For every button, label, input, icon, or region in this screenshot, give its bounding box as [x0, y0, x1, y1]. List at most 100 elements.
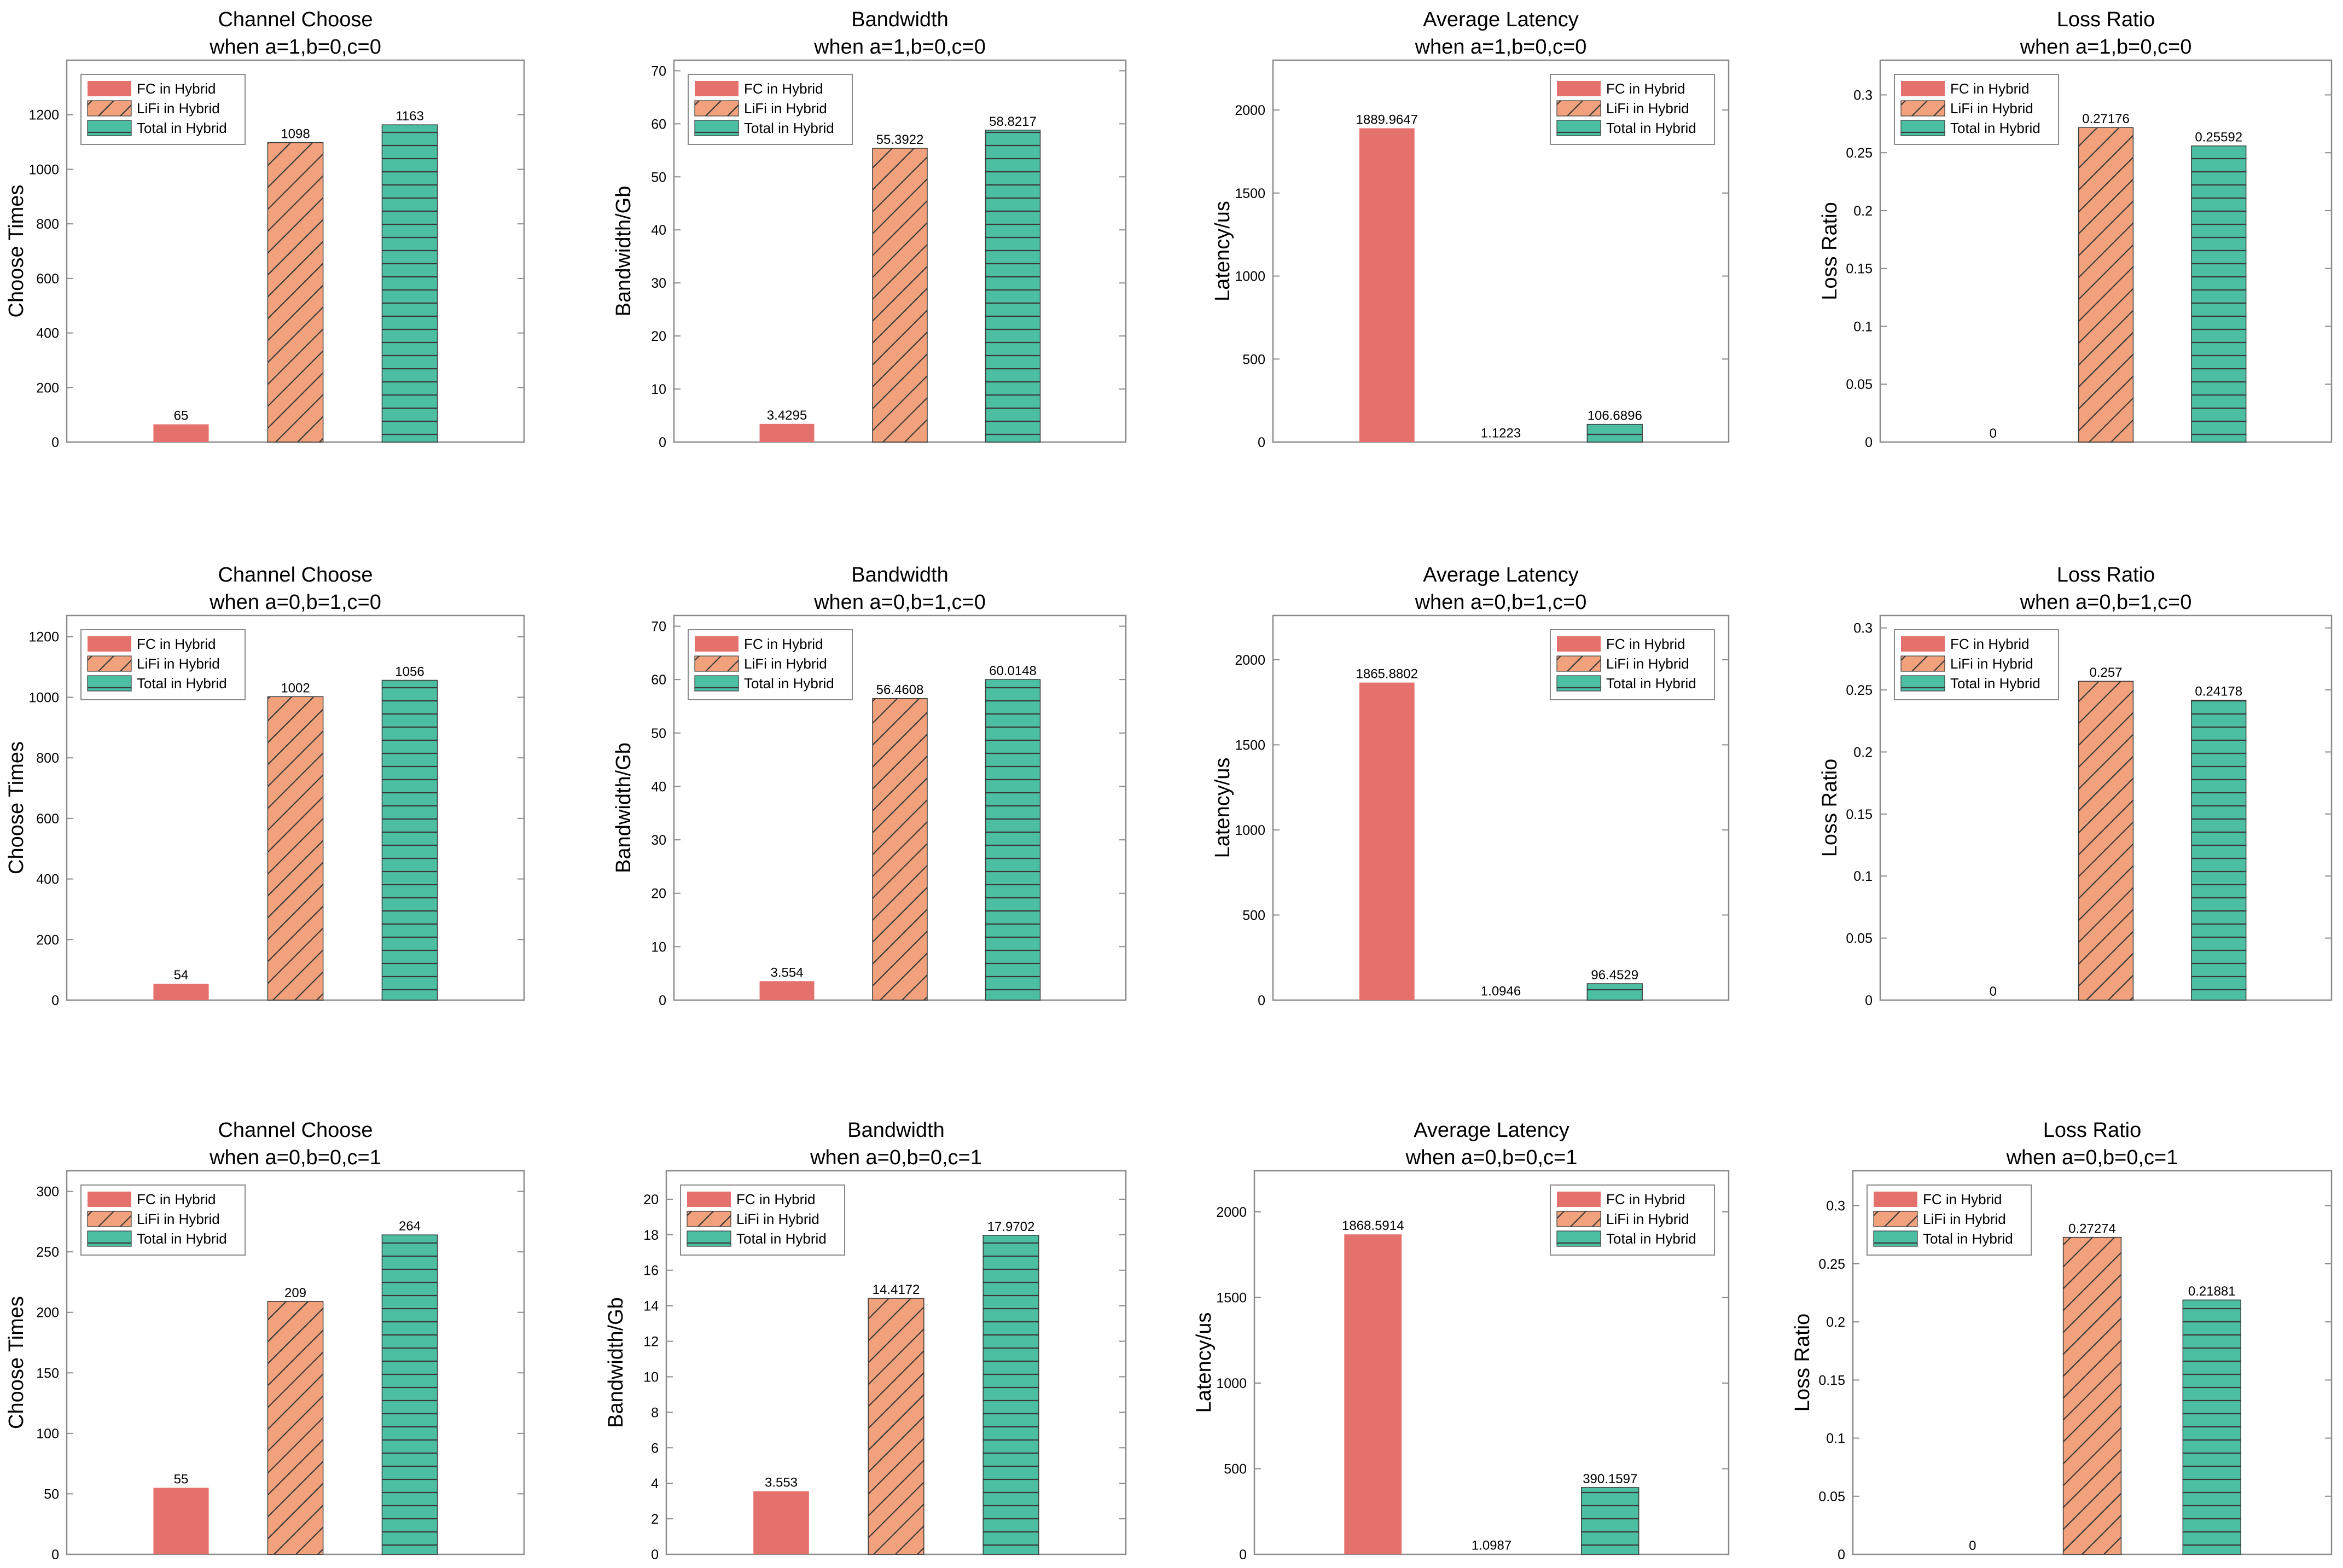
bar-fc	[1344, 1234, 1402, 1554]
legend-label: LiFi in Hybrid	[744, 655, 827, 672]
y-tick-label: 0.15	[1818, 1373, 1845, 1388]
chart-subtitle: when a=0,b=1,c=0	[813, 591, 986, 614]
y-tick-label: 0.15	[1846, 262, 1873, 277]
chart-title: Average Latency	[1414, 1119, 1569, 1142]
bar-total	[2191, 145, 2247, 443]
chart-title: Bandwidth	[851, 8, 948, 31]
bar-lifi	[868, 1298, 925, 1555]
legend-swatch	[694, 120, 739, 136]
bar-fc	[153, 1488, 209, 1554]
y-tick-label: 16	[643, 1263, 659, 1279]
legend-label: LiFi in Hybrid	[137, 100, 220, 117]
y-tick-label: 0	[1258, 993, 1265, 1008]
bar-value-label: 0	[1990, 426, 1997, 441]
bar-fc	[153, 984, 209, 1000]
y-axis-label: Loss Ratio	[1818, 759, 1841, 857]
chart-panel: 0 0.05 0.1 0.15 0.2 0.25 0.3 Loss Ratio when a=0…	[1818, 564, 2333, 1008]
bar-value-label: 0.25592	[2195, 130, 2242, 145]
bar-lifi	[267, 1301, 324, 1555]
y-tick-label: 0.25	[1846, 146, 1873, 161]
legend-label: FC in Hybrid	[1950, 80, 2029, 97]
bar-value-label: 55	[174, 1472, 189, 1486]
legend-label: LiFi in Hybrid	[1950, 100, 2033, 117]
chart-panel: 0 50 100 150 200 250 300 Channel Choose when a=0…	[5, 1119, 525, 1563]
y-tick-label: 0.2	[1853, 204, 1873, 219]
y-tick-label: 2000	[1216, 1205, 1247, 1220]
y-tick-label: 60	[651, 672, 666, 688]
y-tick-label: 0.25	[1818, 1257, 1845, 1272]
y-axis-label: Bandwidth/Gb	[612, 186, 635, 317]
y-tick-label: 0	[1865, 435, 1873, 450]
legend-label: Total in Hybrid	[1950, 120, 2040, 136]
y-tick-label: 0	[1865, 993, 1873, 1008]
y-tick-label: 1500	[1216, 1291, 1247, 1306]
legend-label: LiFi in Hybrid	[1606, 655, 1689, 672]
bar-value-label: 3.553	[765, 1476, 798, 1490]
y-tick-label: 0	[51, 1547, 59, 1563]
legend-label: Total in Hybrid	[137, 675, 227, 692]
bar-value-label: 1002	[281, 681, 310, 695]
legend-swatch	[1873, 1211, 1918, 1227]
y-tick-label: 800	[36, 751, 59, 766]
y-axis-label: Choose Times	[5, 741, 28, 874]
chart-title: Loss Ratio	[2043, 1119, 2142, 1142]
y-tick-label: 200	[36, 1305, 59, 1321]
legend-swatch	[88, 1192, 131, 1207]
legend-label: Total in Hybrid	[736, 1230, 827, 1247]
chart-subtitle: when a=0,b=1,c=0	[1415, 591, 1587, 614]
y-tick-label: 0	[651, 1547, 659, 1563]
y-tick-label: 0.2	[1826, 1315, 1845, 1330]
legend-swatch	[87, 100, 132, 117]
y-tick-label: 12	[643, 1334, 659, 1350]
legend-swatch	[1556, 1211, 1601, 1227]
bar-total	[1586, 983, 1643, 1001]
bar-value-label: 96.4529	[1591, 968, 1638, 983]
y-axis-label: Latency/us	[1211, 201, 1234, 301]
chart-panel: 0 500 1000 1500 2000 Average Latency when a=0,…	[1193, 1119, 1730, 1563]
bar-value-label: 60.0148	[989, 664, 1037, 678]
legend-swatch	[687, 1192, 731, 1207]
y-tick-label: 10	[651, 382, 666, 397]
legend-label: FC in Hybrid	[1606, 80, 1685, 97]
y-tick-label: 0.05	[1818, 1489, 1845, 1505]
bar-value-label: 1.0987	[1472, 1538, 1511, 1553]
y-tick-label: 30	[651, 833, 666, 848]
y-tick-label: 600	[36, 811, 59, 827]
legend-label: Total in Hybrid	[1606, 120, 1696, 136]
chart-title: Channel Choose	[218, 8, 373, 31]
bar-value-label: 1.0946	[1481, 984, 1521, 999]
chart-subtitle: when a=0,b=1,c=0	[2020, 591, 2192, 614]
y-tick-label: 6	[651, 1441, 659, 1456]
legend-label: LiFi in Hybrid	[1923, 1211, 2006, 1227]
y-tick-label: 0.2	[1853, 745, 1873, 760]
y-tick-label: 60	[651, 117, 666, 132]
y-tick-label: 8	[651, 1405, 659, 1420]
y-tick-label: 50	[651, 170, 666, 185]
legend-swatch	[1556, 120, 1601, 136]
legend-label: FC in Hybrid	[137, 636, 216, 652]
chart-subtitle: when a=1,b=0,c=0	[1415, 36, 1587, 59]
y-axis-label: Bandwidth/Gb	[612, 742, 635, 873]
y-tick-label: 1000	[28, 690, 59, 705]
y-tick-label: 1500	[1235, 737, 1265, 753]
chart-panel: 0 200 400 600 800 1000 1200 Channel Choose when …	[5, 8, 525, 450]
y-tick-label: 2	[651, 1512, 659, 1527]
bar-total	[2191, 699, 2247, 1001]
y-tick-label: 1000	[1235, 269, 1265, 284]
y-tick-label: 0.3	[1853, 88, 1873, 103]
chart-subtitle: when a=0,b=0,c=1	[810, 1146, 982, 1169]
bar-fc	[1359, 128, 1415, 443]
bar-value-label: 0.24178	[2195, 684, 2242, 699]
legend-label: Total in Hybrid	[1950, 675, 2040, 692]
bar-value-label: 55.3922	[876, 132, 924, 147]
bar-lifi	[2078, 127, 2134, 443]
bar-value-label: 106.6896	[1588, 409, 1642, 423]
y-tick-label: 100	[36, 1426, 59, 1442]
y-tick-label: 40	[651, 223, 666, 238]
bar-total	[381, 1234, 438, 1555]
legend: FC in Hybrid LiFi in Hybrid Total in Hybri…	[680, 1184, 845, 1256]
legend: FC in Hybrid LiFi in Hybrid Total in Hybri…	[1550, 74, 1715, 145]
bar-lifi	[872, 148, 928, 443]
bar-value-label: 3.4295	[767, 408, 807, 423]
chart-subtitle: when a=0,b=1,c=0	[209, 591, 381, 614]
